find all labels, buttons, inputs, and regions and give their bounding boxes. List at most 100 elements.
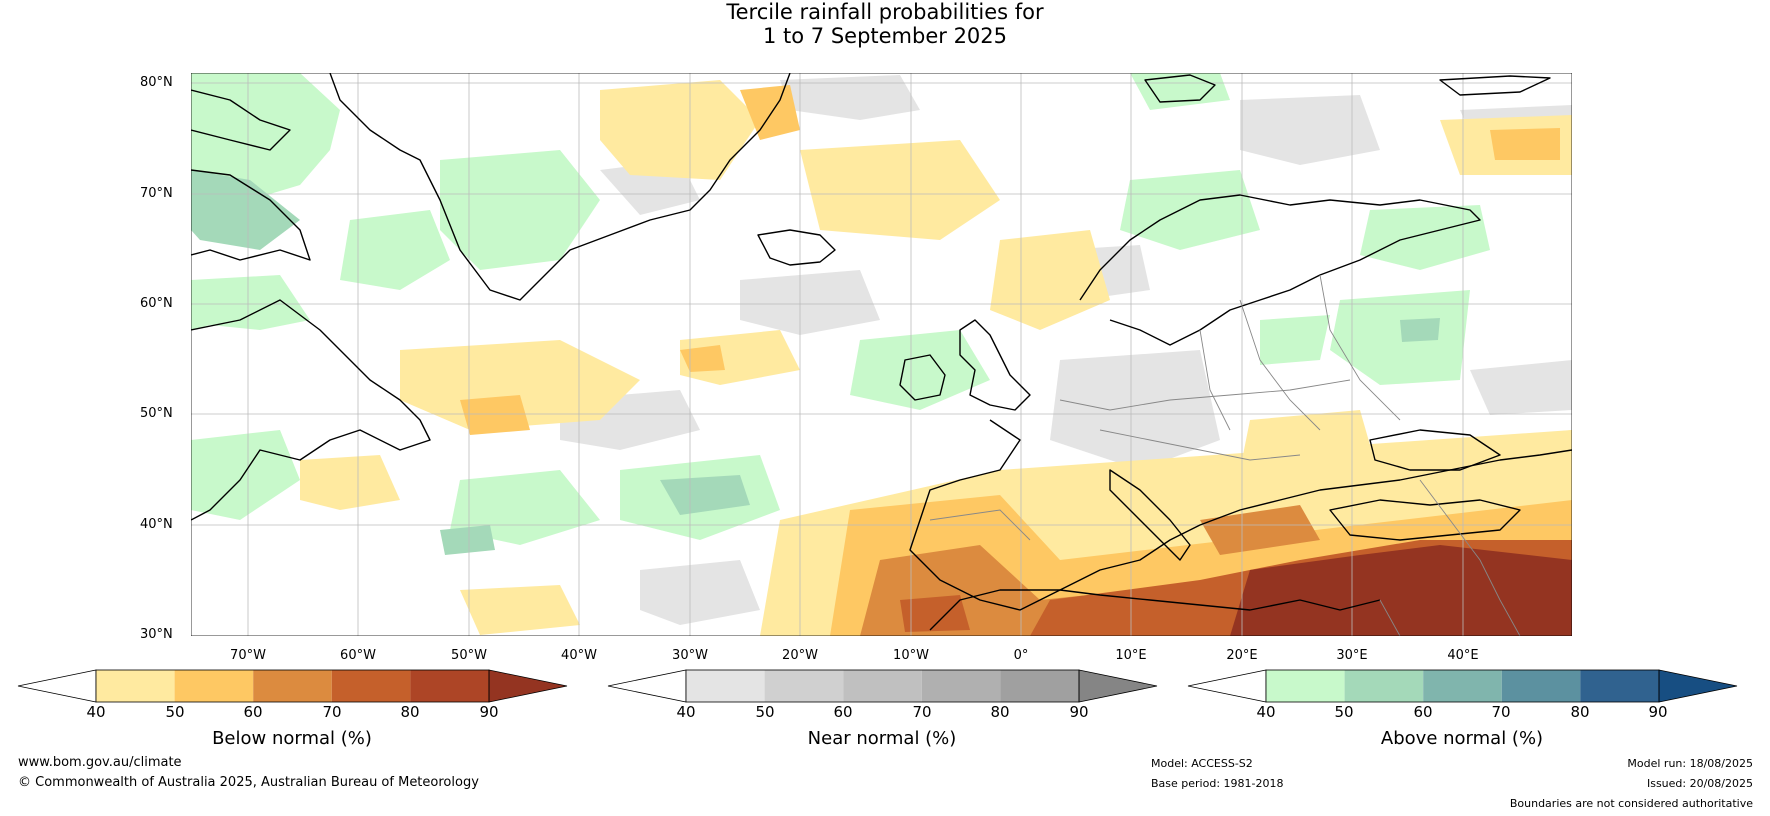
canadian-archipelago — [191, 89, 291, 151]
lat-label-30n: 30°N — [140, 627, 173, 642]
near-tick-60: 60 — [833, 703, 853, 721]
below-tick-40: 40 — [86, 703, 106, 721]
graticule — [191, 73, 1572, 636]
below-tick-90: 90 — [479, 703, 499, 721]
model-run-text: Model run: 18/08/2025 — [1627, 757, 1753, 770]
colorbar-extend-high — [488, 669, 568, 703]
above-normal-colorbar — [1187, 669, 1738, 703]
colorbar-extend-low — [1187, 669, 1267, 703]
ireland-coast — [899, 354, 946, 401]
below-tick-50: 50 — [165, 703, 185, 721]
lat-label-40n: 40°N — [140, 517, 173, 532]
colorbar-segment — [174, 670, 254, 702]
below-normal-colorbar — [17, 669, 568, 703]
labrador-coast — [191, 299, 431, 521]
map-title-line1: Tercile rainfall probabilities for — [726, 0, 1044, 24]
colorbar-segment — [410, 670, 489, 702]
great-britain-coast — [959, 319, 1031, 411]
model-text: Model: ACCESS-S2 — [1151, 757, 1253, 770]
above-tick-40: 40 — [1256, 703, 1276, 721]
colorbar-outline — [685, 669, 1080, 703]
lon-label-70w: 70°W — [230, 648, 266, 663]
near-tick-70: 70 — [912, 703, 932, 721]
iceland-coast — [757, 229, 836, 266]
colorbar-segment — [1000, 670, 1079, 702]
lon-label-10w: 10°W — [893, 648, 929, 663]
lon-label-50w: 50°W — [451, 648, 487, 663]
colorbar-segment — [921, 670, 1001, 702]
colorbar-segment — [1580, 670, 1659, 702]
lon-label-30w: 30°W — [672, 648, 708, 663]
copyright-text: © Commonwealth of Australia 2025, Austra… — [18, 775, 479, 790]
baffin-coast — [191, 169, 311, 261]
colorbar-outline — [95, 669, 490, 703]
svalbard-coast — [1144, 74, 1216, 103]
lon-label-20e: 20°E — [1226, 648, 1258, 663]
lon-label-20w: 20°W — [782, 648, 818, 663]
north-africa-coast — [929, 589, 1381, 631]
above-normal-strong-regions — [191, 170, 1440, 555]
map-title: Tercile rainfall probabilities for 1 to … — [0, 0, 1770, 48]
above-tick-90: 90 — [1648, 703, 1668, 721]
lat-label-80n: 80°N — [140, 75, 173, 90]
lon-label-40e: 40°E — [1447, 648, 1479, 663]
disclaimer-text: Boundaries are not considered authoritat… — [1509, 797, 1753, 810]
europe-coast — [909, 419, 1572, 611]
greenland-coast — [329, 73, 791, 301]
colorbar-extend-high — [1658, 669, 1738, 703]
lon-label-10e: 10°E — [1115, 648, 1147, 663]
colorbar-outline — [1265, 669, 1660, 703]
colorbar-extend-low — [17, 669, 97, 703]
scandinavia-coast — [1079, 194, 1481, 346]
above-tick-80: 80 — [1570, 703, 1590, 721]
below-normal-extreme-regions — [1230, 545, 1572, 636]
issued-text: Issued: 20/08/2025 — [1646, 777, 1753, 790]
near-normal-colorbar — [607, 669, 1158, 703]
lat-label-50n: 50°N — [140, 406, 173, 421]
below-normal-title: Below normal (%) — [212, 728, 372, 749]
lat-label-70n: 70°N — [140, 186, 173, 201]
colorbar-segment — [1423, 670, 1502, 702]
colorbar-extend-low — [607, 669, 687, 703]
near-tick-90: 90 — [1069, 703, 1089, 721]
novaya-zemlya-coast — [1439, 75, 1551, 96]
black-sea-coast — [1369, 429, 1501, 471]
below-tick-60: 60 — [243, 703, 263, 721]
map-area — [191, 73, 1572, 636]
colorbar-segment — [843, 670, 922, 702]
near-tick-50: 50 — [755, 703, 775, 721]
near-tick-80: 80 — [990, 703, 1010, 721]
above-normal-title: Above normal (%) — [1380, 728, 1544, 749]
coastlines — [191, 73, 1572, 631]
map-title-line2: 1 to 7 September 2025 — [762, 24, 1008, 48]
colorbar-segment — [764, 670, 844, 702]
colorbar-segment — [1266, 670, 1345, 702]
lon-label-0: 0° — [1013, 648, 1029, 663]
colorbar-extend-high — [1078, 669, 1158, 703]
colorbar-segment — [1344, 670, 1424, 702]
above-tick-70: 70 — [1491, 703, 1511, 721]
colorbars — [17, 669, 1738, 703]
lat-label-60n: 60°N — [140, 296, 173, 311]
above-tick-60: 60 — [1413, 703, 1433, 721]
near-tick-40: 40 — [676, 703, 696, 721]
colorbar-segment — [686, 670, 765, 702]
country-boundaries — [929, 274, 1521, 636]
base-period-text: Base period: 1981-2018 — [1151, 777, 1284, 790]
lon-label-30e: 30°E — [1336, 648, 1368, 663]
lon-label-40w: 40°W — [561, 648, 597, 663]
colorbar-segment — [253, 670, 332, 702]
lon-label-60w: 60°W — [340, 648, 376, 663]
above-normal-regions — [191, 73, 1490, 545]
italy-coast — [1109, 469, 1191, 561]
colorbar-segment — [331, 670, 411, 702]
website-link[interactable]: www.bom.gov.au/climate — [18, 755, 182, 770]
anatolia-coast — [1329, 499, 1521, 541]
near-normal-title: Near normal (%) — [807, 728, 957, 749]
colorbar-segment — [96, 670, 175, 702]
above-tick-50: 50 — [1334, 703, 1354, 721]
colorbar-segment — [1501, 670, 1581, 702]
below-tick-70: 70 — [322, 703, 342, 721]
below-tick-80: 80 — [400, 703, 420, 721]
